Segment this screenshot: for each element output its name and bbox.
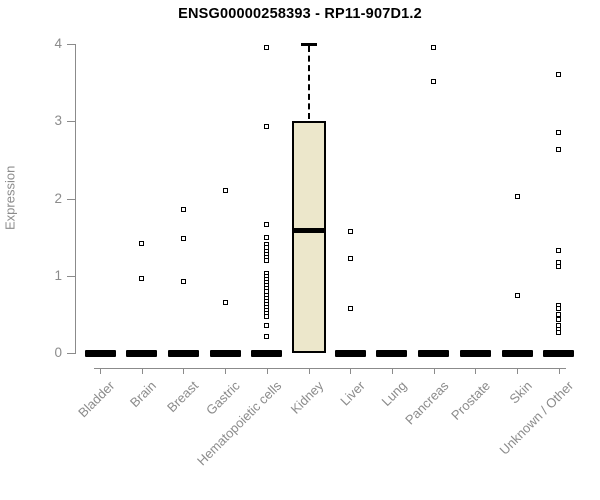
- y-tick-label: 0: [54, 345, 62, 360]
- y-tick-label: 1: [54, 267, 62, 283]
- x-category-label: Kidney: [287, 378, 327, 417]
- collapsed-box: [543, 349, 575, 357]
- y-axis-tick: [67, 44, 75, 45]
- x-axis-tick: [475, 368, 477, 374]
- collapsed-box: [459, 349, 491, 357]
- x-axis-tick: [308, 368, 310, 374]
- outlier-point: [264, 322, 270, 328]
- outlier-point: [556, 311, 562, 317]
- median-line: [293, 227, 324, 233]
- outlier-point: [222, 187, 228, 193]
- collapsed-box: [501, 349, 533, 357]
- outlier-point: [264, 333, 270, 339]
- outlier-point: [264, 257, 270, 263]
- outlier-point: [180, 278, 186, 284]
- collapsed-box: [251, 349, 283, 357]
- outlier-point: [264, 314, 270, 320]
- x-axis-tick: [433, 368, 435, 374]
- y-axis-tick: [67, 198, 75, 200]
- outlier-point: [139, 275, 145, 281]
- x-category-label: Prostate: [448, 378, 493, 423]
- collapsed-box: [126, 349, 158, 357]
- outlier-point: [556, 306, 562, 312]
- x-axis-line: [94, 368, 566, 369]
- x-category-label: Breast: [163, 378, 202, 416]
- x-axis-tick: [141, 368, 143, 374]
- outlier-point: [514, 292, 520, 298]
- x-axis-tick: [225, 368, 227, 374]
- outlier-point: [556, 263, 562, 269]
- outlier-point: [180, 206, 186, 212]
- y-axis-tick: [67, 275, 75, 277]
- outlier-point: [431, 79, 437, 85]
- chart-title: ENSG00000258393 - RP11-907D1.2: [178, 6, 422, 22]
- box: [291, 121, 326, 353]
- outlier-point: [347, 305, 353, 311]
- outlier-point: [514, 193, 520, 199]
- x-category-label: Lung: [378, 378, 410, 410]
- x-category-label: Brain: [127, 378, 160, 411]
- collapsed-box: [84, 349, 116, 357]
- outlier-point: [556, 316, 562, 322]
- x-axis-tick: [266, 368, 268, 374]
- x-axis-tick: [350, 368, 352, 374]
- x-axis-tick: [183, 368, 185, 374]
- outlier-point: [264, 234, 270, 240]
- outlier-point: [180, 236, 186, 242]
- x-axis-tick: [558, 368, 560, 374]
- outlier-point: [139, 240, 145, 246]
- outlier-point: [431, 44, 437, 50]
- collapsed-box: [334, 349, 366, 357]
- x-axis-tick: [517, 368, 518, 374]
- x-category-label: Liver: [337, 378, 368, 409]
- y-axis-tick: [67, 353, 75, 354]
- outlier-point: [556, 330, 562, 336]
- x-axis-tick: [100, 368, 101, 374]
- x-category-label: Pancreas: [401, 378, 452, 428]
- outlier-point: [347, 229, 353, 235]
- outlier-point: [556, 72, 562, 78]
- y-tick-label: 4: [54, 36, 62, 51]
- upper-whisker-cap: [300, 43, 317, 46]
- x-axis-tick: [391, 368, 393, 374]
- outlier-point: [556, 247, 562, 253]
- collapsed-box: [376, 349, 408, 357]
- x-category-label: Bladder: [75, 378, 118, 421]
- outlier-point: [264, 222, 270, 228]
- outlier-point: [347, 256, 353, 262]
- collapsed-box: [167, 349, 199, 357]
- outlier-point: [556, 147, 562, 153]
- collapsed-box: [418, 349, 450, 357]
- collapsed-box: [209, 349, 241, 357]
- x-category-label: Gastric: [202, 378, 243, 418]
- y-axis-tick: [67, 121, 75, 123]
- outlier-point: [264, 45, 270, 51]
- outlier-point: [222, 300, 228, 306]
- x-category-label: Skin: [506, 378, 535, 407]
- upper-whisker: [307, 46, 310, 120]
- outlier-point: [556, 130, 562, 136]
- outlier-point: [264, 124, 270, 130]
- y-tick-label: 2: [54, 190, 62, 206]
- y-tick-label: 3: [54, 113, 62, 129]
- y-axis-line: [75, 44, 76, 354]
- x-category-label: Unknown / Other: [496, 378, 577, 458]
